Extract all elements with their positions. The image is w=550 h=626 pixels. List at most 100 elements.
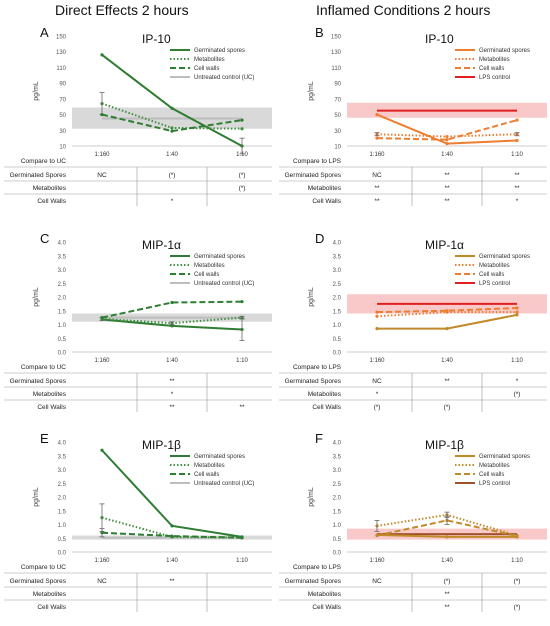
legend-label: Metabolites [479, 463, 510, 469]
stats-cell: * [171, 391, 174, 398]
data-point [100, 448, 104, 452]
stats-row-label: Metabolites [33, 185, 67, 192]
left-column-title: Direct Effects 2 hours [55, 2, 189, 18]
data-point [445, 535, 449, 539]
y-axis-label: pg/mL [33, 81, 40, 101]
stats-cell: ** [444, 198, 450, 205]
y-axis-label: pg/mL [308, 81, 315, 101]
x-tick-label: 1:160 [94, 558, 110, 564]
stats-cell: ** [444, 604, 450, 611]
stats-cell: (*) [444, 404, 451, 411]
y-tick-label: 1.0 [58, 523, 67, 529]
legend-label: LPS control [479, 481, 510, 487]
stats-cell: NC [372, 378, 382, 385]
stats-cell: (*) [374, 404, 381, 411]
x-tick-label: 1:40 [441, 558, 453, 564]
stats-header: Compare to UC [21, 158, 66, 165]
data-point [100, 112, 104, 117]
stats-header: Compare to LPS [293, 158, 342, 165]
stats-row-label: Metabolites [308, 391, 342, 398]
legend-label: Cell walls [194, 472, 219, 478]
y-tick-label: 1.5 [58, 309, 67, 315]
stats-row-label: Cell Walls [312, 604, 341, 611]
y-tick-label: 2.5 [58, 282, 67, 288]
panel-letter: A [40, 25, 49, 40]
series-line-2 [376, 119, 518, 141]
stats-row-label: Germinated Spores [285, 172, 342, 179]
x-tick-label: 1:40 [166, 152, 178, 158]
data-point [515, 138, 519, 143]
legend-label: Cell walls [479, 272, 504, 278]
legend-label: Germinated spores [194, 454, 245, 460]
stats-cell: ** [444, 378, 450, 385]
x-tick-label: 1:160 [369, 358, 385, 364]
y-tick-label: 1.0 [58, 323, 67, 329]
legend-label: Metabolites [479, 263, 510, 269]
data-point [375, 327, 379, 331]
data-point [375, 314, 379, 318]
stats-row-label: Metabolites [308, 591, 342, 598]
stats-row-label: Germinated Spores [10, 578, 67, 585]
x-tick-label: 1:40 [441, 358, 453, 364]
y-tick-label: 110 [56, 66, 66, 72]
stats-cell: ** [169, 578, 175, 585]
legend-label: Cell walls [479, 66, 504, 72]
data-point [375, 136, 379, 140]
data-point [170, 126, 174, 130]
x-tick-label: 1:160 [94, 152, 110, 158]
stats-cell: * [516, 198, 519, 205]
legend-label: LPS control [479, 281, 510, 287]
data-point [170, 324, 174, 328]
y-tick-label: 150 [331, 35, 342, 41]
x-tick-label: 1:40 [441, 152, 453, 158]
stats-cell: (*) [239, 172, 246, 179]
legend-label: Cell walls [194, 272, 219, 278]
stats-cell: ** [169, 404, 175, 411]
data-point [445, 134, 449, 139]
y-tick-label: 90 [334, 82, 341, 88]
y-axis-label: pg/mL [33, 287, 40, 307]
series-line-1 [101, 516, 243, 539]
panel-a: A IP-10 pg/mL 10 30 50 70 90 110 130 150 1:160 1:40 1… [4, 25, 272, 206]
y-tick-label: 10 [59, 145, 66, 151]
data-point [240, 127, 244, 131]
y-axis-label: pg/mL [33, 487, 40, 507]
legend-label: Germinated spores [194, 48, 245, 54]
x-tick-label: 1:10 [236, 558, 248, 564]
data-point [445, 327, 449, 331]
stats-cell: ** [169, 378, 175, 385]
y-tick-label: 30 [59, 129, 66, 135]
panel-f: F MIP-1β pg/mL 0.0 0.5 1.0 1.5 2.0 2.5 3.0 3.5 4.0 1… [279, 431, 547, 612]
chart-title: MIP-1α [142, 238, 181, 252]
panel-b: B IP-10 pg/mL 10 30 50 70 90 110 130 150 1:160 1:40 1… [279, 25, 547, 206]
chart-title: IP-10 [425, 32, 454, 46]
stats-cell: ** [444, 172, 450, 179]
y-tick-label: 2.5 [333, 282, 342, 288]
y-tick-label: 3.0 [333, 468, 342, 474]
y-tick-label: 4.0 [58, 241, 67, 247]
stats-cell: NC [372, 172, 382, 179]
y-tick-label: 1.0 [333, 323, 342, 329]
stats-row-label: Metabolites [308, 185, 342, 192]
stats-cell: (*) [514, 578, 521, 585]
panel-letter: F [315, 431, 323, 446]
panel-e: E MIP-1β pg/mL 0.0 0.5 1.0 1.5 2.0 2.5 3.0 3.5 4.0 1… [4, 431, 272, 612]
stats-row-label: Cell Walls [37, 404, 66, 411]
y-tick-label: 4.0 [58, 441, 67, 447]
y-tick-label: 130 [56, 50, 67, 56]
x-tick-label: 1:10 [511, 558, 523, 564]
data-point [515, 310, 519, 314]
legend-label: Untreated control (UC) [194, 481, 254, 487]
legend-label: Germinated spores [479, 454, 530, 460]
panel-letter: E [40, 431, 49, 446]
y-tick-label: 4.0 [333, 441, 342, 447]
x-tick-label: 1:160 [369, 152, 385, 158]
chart-title: MIP-1β [425, 438, 464, 452]
data-point [240, 536, 244, 540]
stats-header: Compare to UC [21, 564, 66, 571]
data-point [170, 300, 174, 305]
data-point [170, 534, 174, 538]
x-tick-label: 1:10 [511, 358, 523, 364]
data-point [170, 106, 174, 110]
legend-label: Untreated control (UC) [194, 75, 254, 81]
